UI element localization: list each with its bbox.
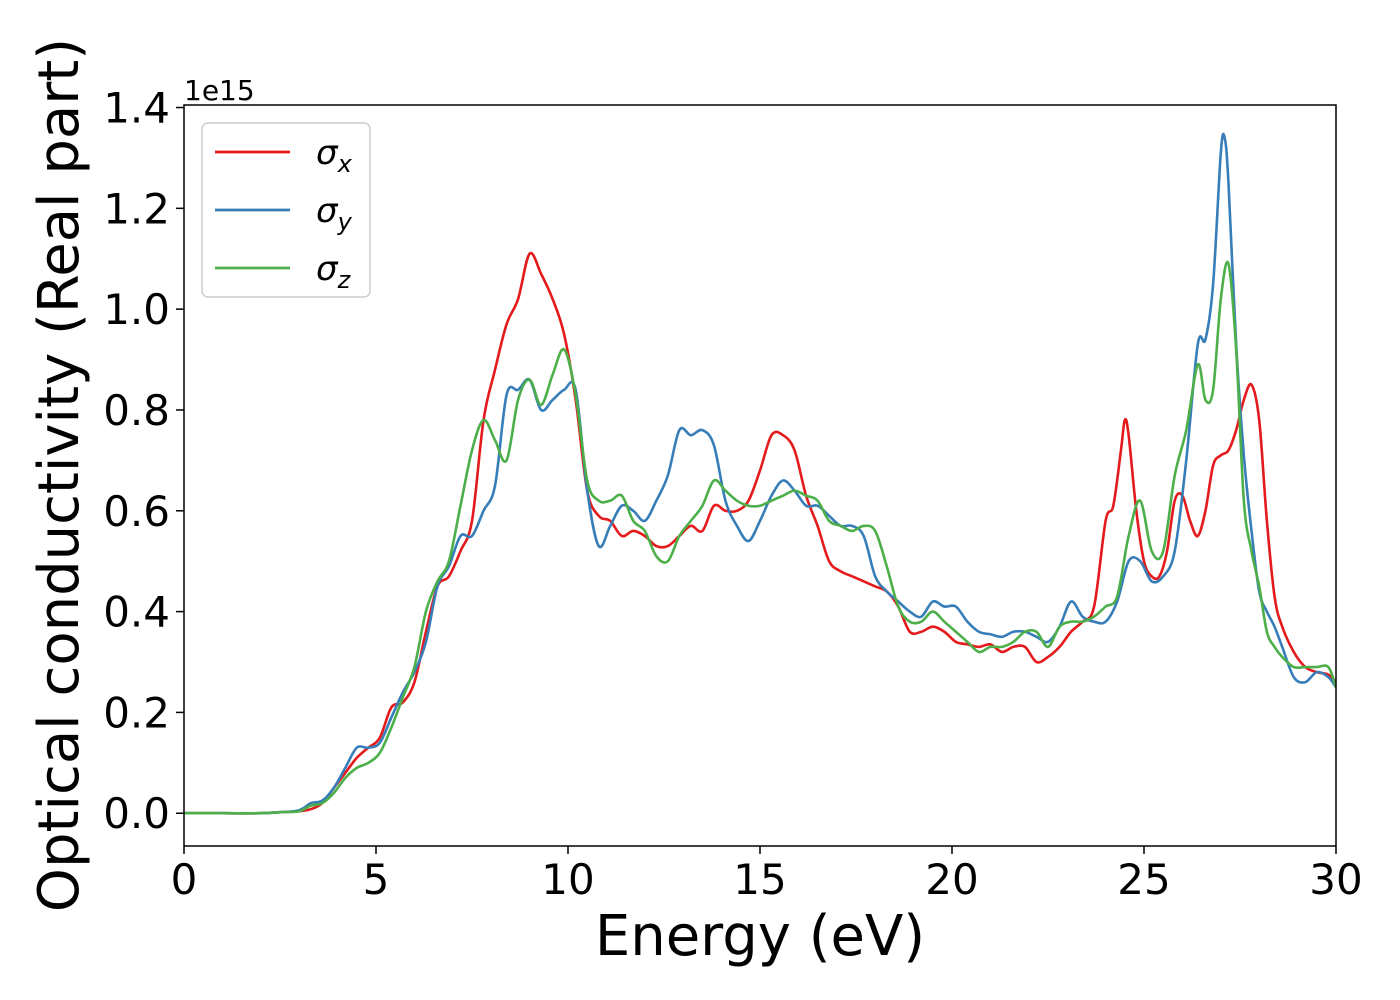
- legend-label-z: σz: [316, 249, 352, 294]
- y-tick-label: 0.6: [103, 487, 170, 536]
- legend-subscript: z: [337, 266, 352, 294]
- series-line-z: [184, 260, 1336, 815]
- y-tick-label: 0.4: [103, 588, 170, 637]
- legend-symbol: σ: [316, 191, 339, 231]
- series-group: [184, 132, 1336, 815]
- legend-subscript: x: [337, 150, 353, 178]
- y-axis: 0.0 0.2 0.4 0.6 0.8 1.0 1.2 1.4: [103, 84, 184, 838]
- x-tick-label: 10: [541, 855, 594, 904]
- legend-symbol: σ: [316, 133, 339, 173]
- y-tick-label: 1.2: [103, 184, 170, 233]
- series-line-y: [184, 132, 1336, 815]
- x-tick-label: 5: [363, 855, 390, 904]
- legend-symbol: σ: [316, 249, 339, 289]
- series-line-x: [184, 251, 1336, 815]
- x-tick-label: 0: [171, 855, 198, 904]
- y-tick-label: 0.8: [103, 386, 170, 435]
- y-offset-text: 1e15: [184, 74, 255, 107]
- x-axis: 0 5 10 15 20 25 30: [171, 846, 1363, 904]
- x-tick-label: 15: [733, 855, 786, 904]
- x-tick-label: 30: [1309, 855, 1362, 904]
- x-tick-label: 25: [1117, 855, 1170, 904]
- y-tick-label: 0.2: [103, 688, 170, 737]
- legend-label-y: σy: [316, 191, 353, 236]
- x-tick-label: 20: [925, 855, 978, 904]
- y-axis-label: Optical conductivity (Real part): [27, 38, 92, 912]
- y-tick-label: 1.0: [103, 285, 170, 334]
- y-tick-label: 0.0: [103, 789, 170, 838]
- legend-label-x: σx: [316, 133, 353, 178]
- legend-subscript: y: [337, 208, 353, 236]
- y-tick-label: 1.4: [103, 84, 170, 133]
- x-axis-label: Energy (eV): [595, 904, 925, 969]
